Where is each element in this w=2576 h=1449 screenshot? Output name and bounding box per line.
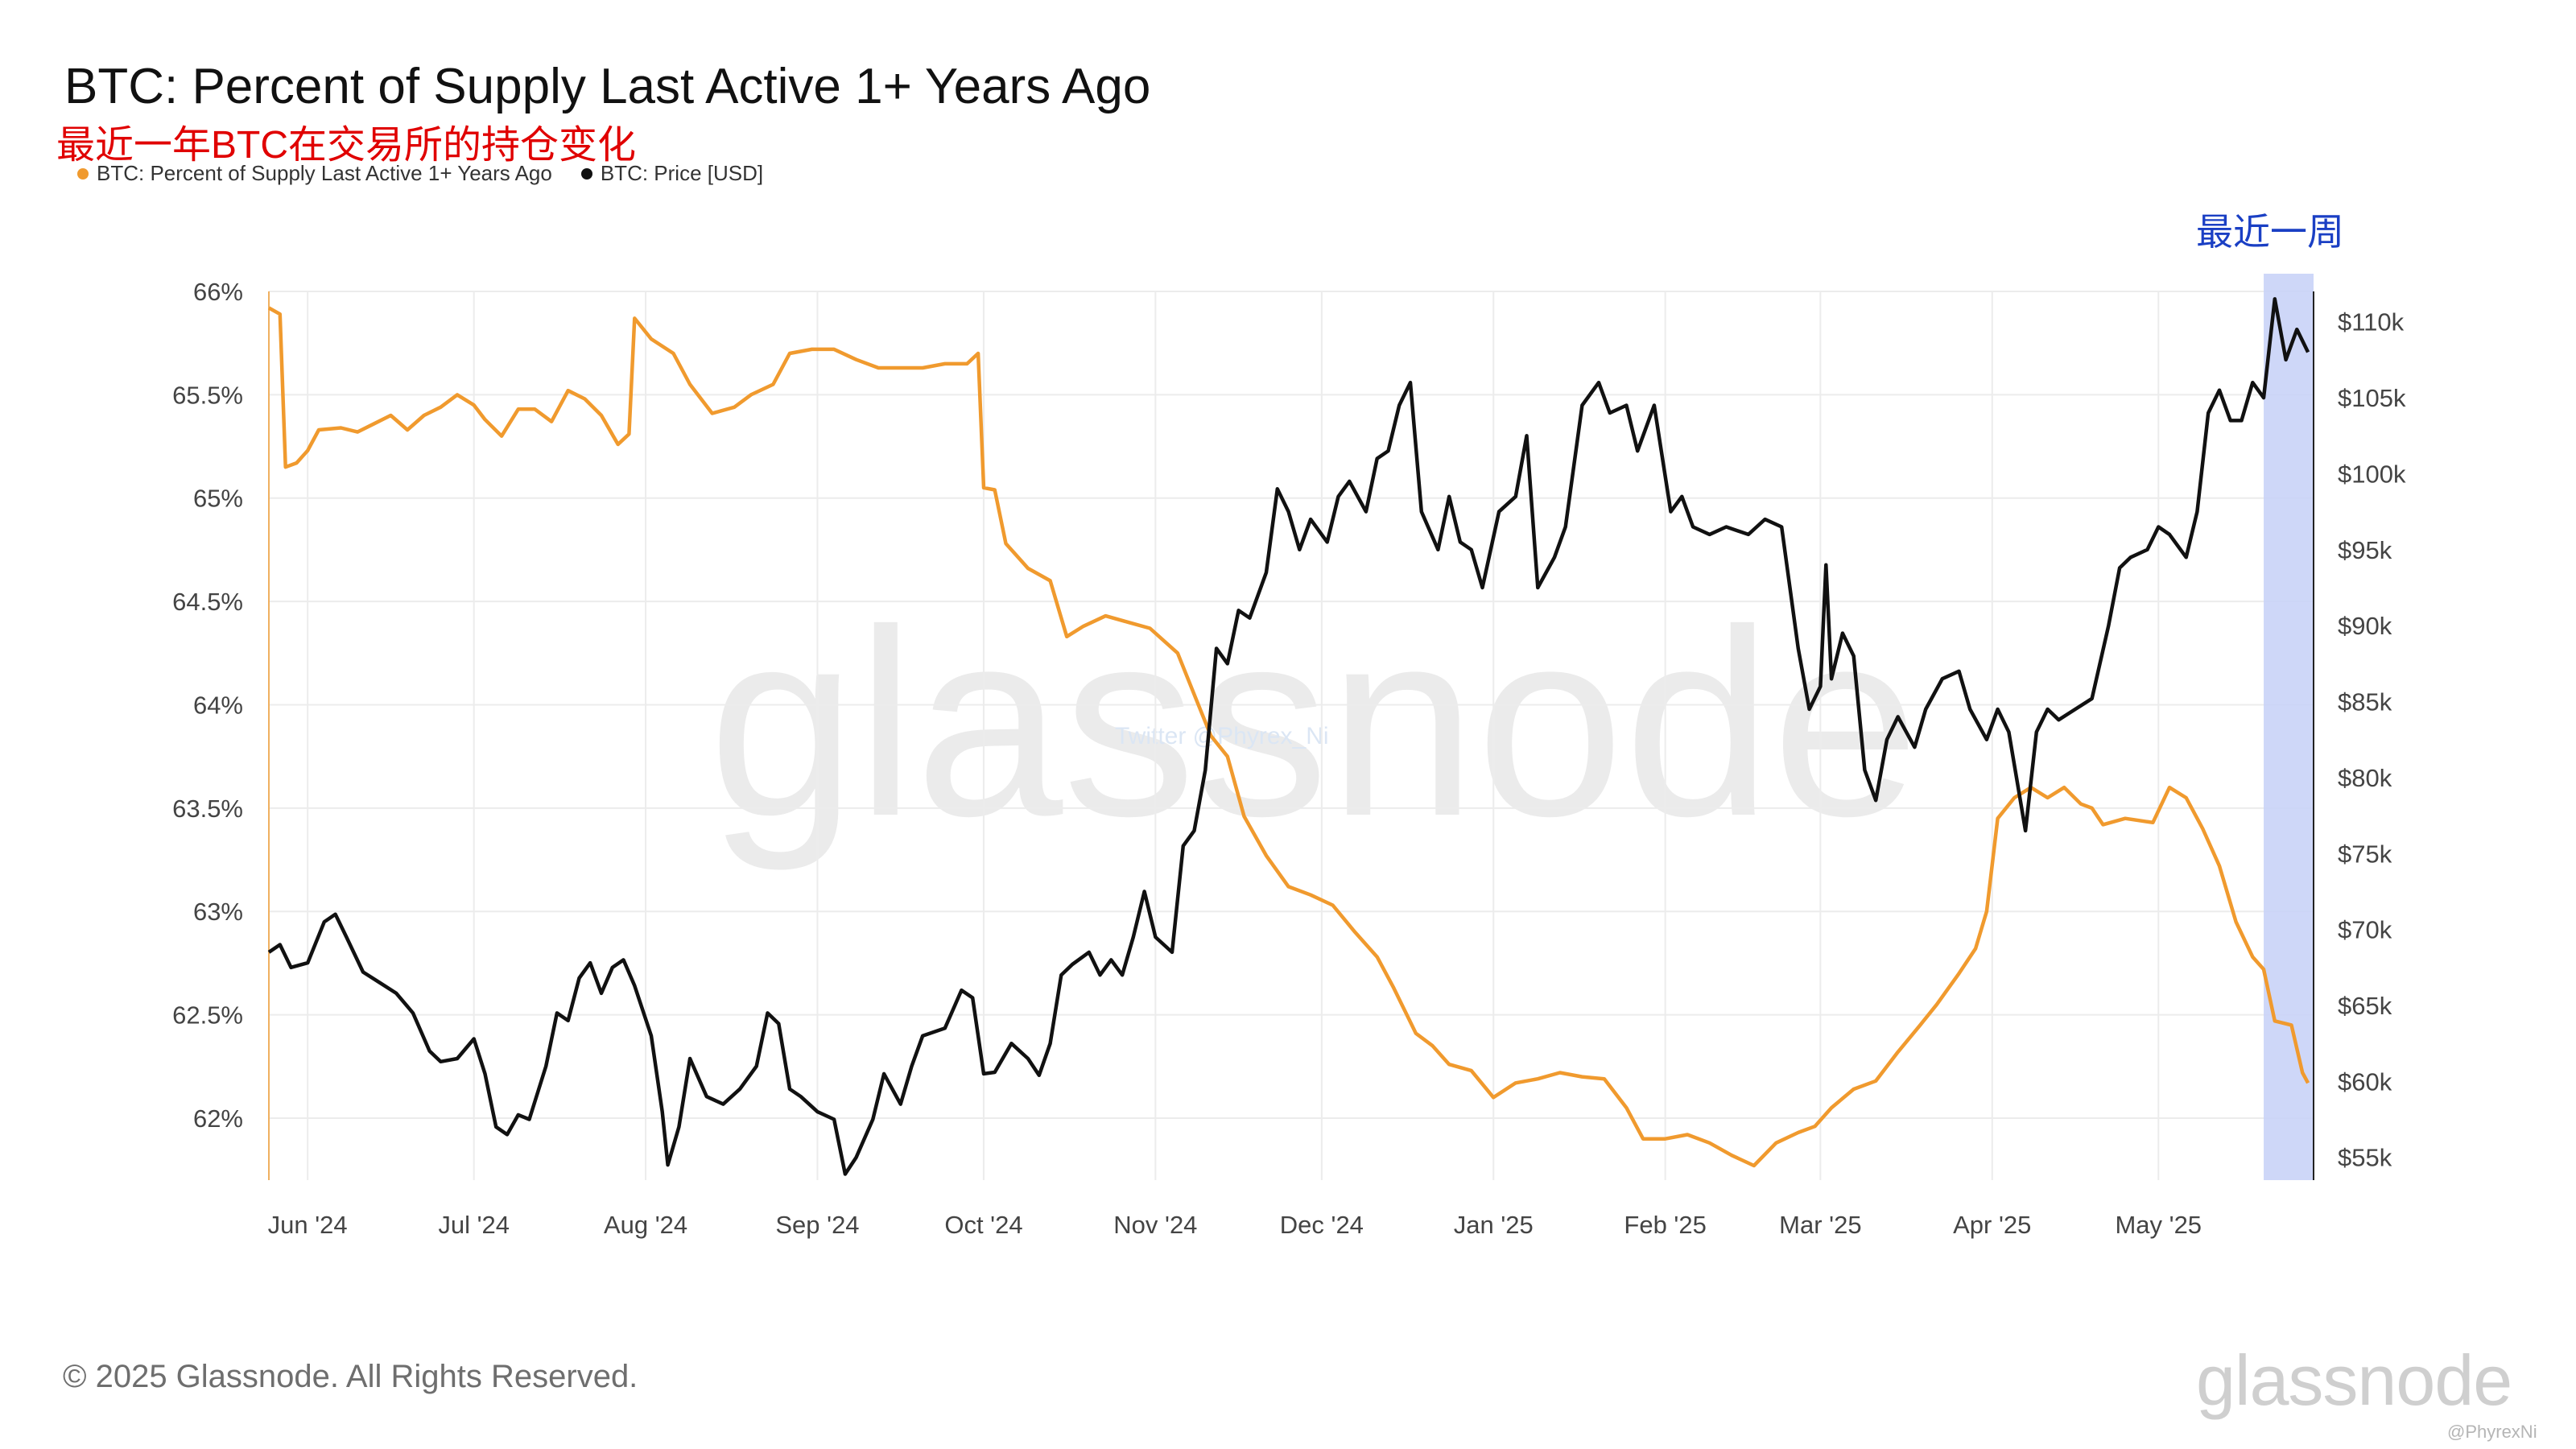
x-tick-label: Jan '25 <box>1454 1211 1534 1239</box>
x-tick-label: Oct '24 <box>944 1211 1022 1239</box>
x-tick-label: Sep '24 <box>775 1211 859 1239</box>
x-tick-label: May '25 <box>2115 1211 2202 1239</box>
y-left-tick-label: 66% <box>193 278 243 306</box>
chart-subtitle: 最近一年BTC在交易所的持仓变化 <box>56 124 637 167</box>
author-credit: @PhyrexNi <box>2447 1422 2537 1442</box>
x-axis: Jun '24 Jul '24 Aug '24 Sep '24 Oct '24 Nov '… <box>268 1211 2202 1239</box>
y-right-tick-label: $85k <box>2338 688 2392 716</box>
y-right-tick-label: $60k <box>2338 1067 2392 1096</box>
recent-week-highlight <box>2264 274 2314 1180</box>
y-left-tick-label: 65.5% <box>172 381 243 409</box>
y-right-tick-label: $70k <box>2338 916 2392 944</box>
price-series-line <box>267 297 2310 1176</box>
legend-dot-price <box>580 167 592 180</box>
y-right-tick-label: $75k <box>2338 840 2392 868</box>
y-right-tick-label: $65k <box>2338 992 2392 1020</box>
y-left-tick-label: 65% <box>193 485 243 513</box>
y-left-tick-label: 63.5% <box>172 795 243 823</box>
legend-dot-supply <box>77 167 89 180</box>
x-tick-label: Nov '24 <box>1113 1211 1197 1239</box>
x-tick-label: Dec '24 <box>1280 1211 1364 1239</box>
y-right-tick-label: $90k <box>2338 612 2392 640</box>
y-left-tick-label: 63% <box>193 898 243 926</box>
legend-item-supply[interactable]: BTC: Percent of Supply Last Active 1+ Ye… <box>77 161 552 186</box>
x-tick-label: Jul '24 <box>438 1211 510 1239</box>
y-right-tick-label: $110k <box>2338 308 2405 336</box>
legend-label-supply: BTC: Percent of Supply Last Active 1+ Ye… <box>97 161 552 185</box>
legend-label-price: BTC: Price [USD] <box>600 161 764 185</box>
watermark-handle: Twitter @Phyrex_Ni <box>1115 723 1329 749</box>
y-right-tick-label: $80k <box>2338 764 2392 792</box>
legend-item-price[interactable]: BTC: Price [USD] <box>580 161 764 186</box>
y-axis-left: 66% 65.5% 65% 64.5% 64% 63.5% 63% 62.5% 62% <box>172 278 243 1133</box>
y-axis-right: $110k $105k $100k $95k $90k $85k $80k $75k $70k $… <box>2338 308 2406 1172</box>
y-left-tick-label: 62% <box>193 1104 243 1133</box>
gridlines <box>269 291 2314 1180</box>
x-tick-label: Mar '25 <box>1779 1211 1861 1239</box>
x-tick-label: Jun '24 <box>268 1211 348 1239</box>
copyright-text: © 2025 Glassnode. All Rights Reserved. <box>63 1359 638 1394</box>
chart-title: BTC: Percent of Supply Last Active 1+ Ye… <box>64 59 1151 114</box>
recent-week-annotation: 最近一周 <box>2196 211 2344 253</box>
x-tick-label: Feb '25 <box>1624 1211 1706 1239</box>
legend: BTC: Percent of Supply Last Active 1+ Ye… <box>77 161 763 186</box>
watermark-logo: glassnode <box>708 574 1920 873</box>
x-tick-label: Apr '25 <box>1953 1211 2031 1239</box>
y-right-tick-label: $95k <box>2338 536 2392 564</box>
y-left-tick-label: 64% <box>193 691 243 719</box>
y-left-tick-label: 64.5% <box>172 588 243 616</box>
y-left-tick-label: 62.5% <box>172 1001 243 1030</box>
x-tick-label: Aug '24 <box>604 1211 687 1239</box>
y-right-tick-label: $100k <box>2338 460 2406 488</box>
supply-series-line <box>267 306 2310 1168</box>
glassnode-logo: glassnode <box>2196 1340 2512 1420</box>
y-right-tick-label: $55k <box>2338 1144 2392 1172</box>
y-right-tick-label: $105k <box>2338 384 2406 412</box>
